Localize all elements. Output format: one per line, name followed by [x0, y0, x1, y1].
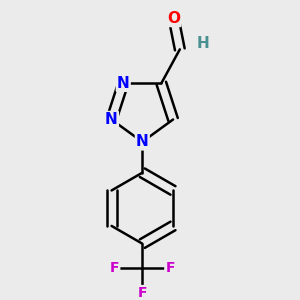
- Text: N: N: [105, 112, 118, 127]
- Text: F: F: [165, 261, 175, 275]
- Text: N: N: [117, 76, 130, 91]
- Text: O: O: [167, 11, 180, 26]
- Text: F: F: [110, 261, 119, 275]
- Text: F: F: [137, 286, 147, 300]
- Text: N: N: [136, 134, 149, 149]
- Text: H: H: [196, 36, 209, 51]
